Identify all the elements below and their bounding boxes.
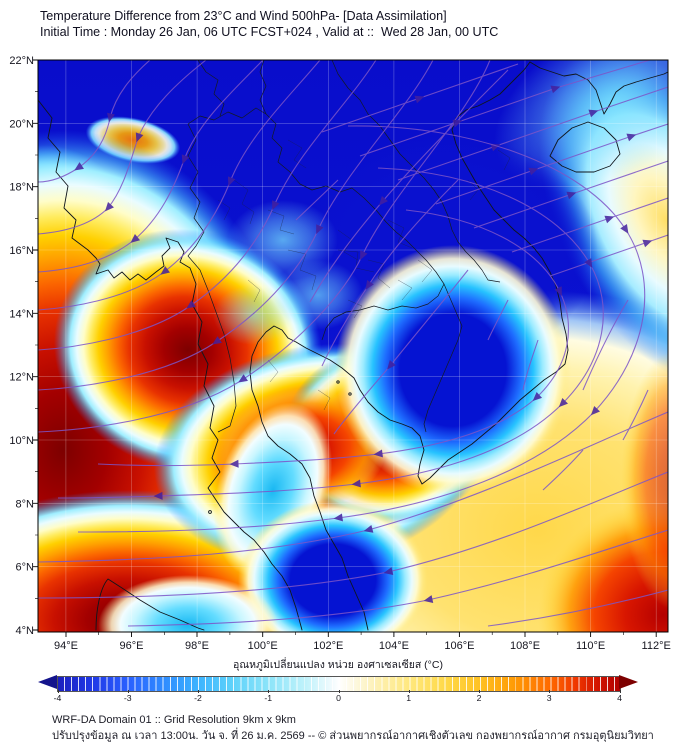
colorbar-tick-label: 2 [476, 693, 482, 703]
colorbar-tick-label: -4 [53, 693, 62, 703]
colorbar: อุณหภูมิเปลี่ยนแปลง หน่วย องศาเซลเซียส (… [36, 656, 640, 705]
lat-tick-label: 12°N [9, 372, 34, 384]
axis-minor-ticks [35, 91, 624, 635]
lat-axis-labels: 22°N 20°N 18°N 16°N 14°N 12°N 10°N 8°N 6… [9, 55, 34, 637]
lat-tick-label: 10°N [9, 435, 34, 447]
colorbar-tick-label: -1 [264, 693, 273, 703]
lon-tick-label: 110°E [576, 640, 605, 652]
colorbar-tickmark [57, 690, 59, 693]
lat-tick-label: 4°N [16, 625, 35, 637]
colorbar-tick-label: -3 [123, 693, 132, 703]
coastline-sumatra [95, 578, 205, 631]
colorbar-left-arrow [38, 675, 57, 689]
colorbar-tickmark [479, 690, 480, 693]
lat-tick-label: 18°N [9, 182, 34, 194]
lat-tick-label: 22°N [9, 55, 34, 67]
lon-tick-label: 94°E [54, 640, 78, 652]
colorbar-segments [58, 676, 620, 691]
lon-tick-label: 108°E [510, 640, 540, 652]
lon-tick-label: 112°E [642, 640, 671, 652]
colorbar-tickmark [408, 690, 410, 693]
wind-streamlines [38, 60, 668, 627]
colorbar-ticks: -4 -3 -2 -1 0 1 2 3 4 [36, 690, 640, 705]
colorbar-tick-label: 4 [617, 693, 622, 703]
lon-tick-label: 102°E [313, 640, 343, 652]
title-block: Temperature Difference from 23°C and Win… [40, 8, 498, 40]
lon-tick-label: 104°E [379, 640, 409, 652]
colorbar-tickmark [549, 690, 551, 693]
footer-domain-info: WRF-DA Domain 01 :: Grid Resolution 9km … [52, 714, 296, 726]
colorbar-tick-label: 3 [546, 693, 552, 703]
lon-tick-label: 100°E [248, 640, 278, 652]
chart-subtitle: Initial Time : Monday 26 Jan, 06 UTC FCS… [40, 25, 499, 39]
axis-major-ticks [33, 59, 657, 637]
lon-tick-label: 96°E [120, 640, 144, 652]
colorbar-tick-label: 0 [336, 693, 341, 703]
colorbar-tickmark [127, 690, 129, 693]
colorbar-tickmark [268, 690, 270, 693]
lat-tick-label: 20°N [9, 118, 34, 130]
footer-credit-thai: ปรับปรุงข้อมูล ณ เวลา 13:00น. วัน จ. ที่… [52, 730, 654, 742]
colorbar-tickmark [619, 690, 621, 693]
colorbar-bar-row [36, 675, 640, 692]
colorbar-label: อุณหภูมิเปลี่ยนแปลง หน่วย องศาเซลเซียส (… [233, 659, 443, 671]
colorbar-tickmark [338, 690, 340, 693]
colorbar-tick-label: 1 [406, 693, 412, 703]
lon-axis-labels: 94°E 96°E 98°E 100°E 102°E 104°E 106°E 1… [54, 640, 671, 652]
footer: WRF-DA Domain 01 :: Grid Resolution 9km … [52, 712, 654, 744]
lat-tick-label: 8°N [16, 498, 35, 510]
chart-title: Temperature Difference from 23°C and Win… [40, 9, 447, 23]
lon-tick-label: 106°E [444, 640, 474, 652]
plot-frame [37, 59, 669, 633]
lat-tick-label: 14°N [9, 308, 34, 320]
coastline-china [529, 61, 668, 115]
plot-area [37, 59, 669, 633]
map-plot: 22°N 20°N 18°N 16°N 14°N 12°N 10°N 8°N 6… [9, 55, 671, 652]
lat-tick-label: 16°N [9, 245, 34, 257]
lon-tick-label: 98°E [185, 640, 209, 652]
colorbar-tick-label: -2 [194, 693, 202, 703]
colorbar-tickmark [198, 690, 199, 693]
colorbar-right-arrow [619, 675, 638, 689]
lat-tick-label: 6°N [16, 562, 35, 574]
